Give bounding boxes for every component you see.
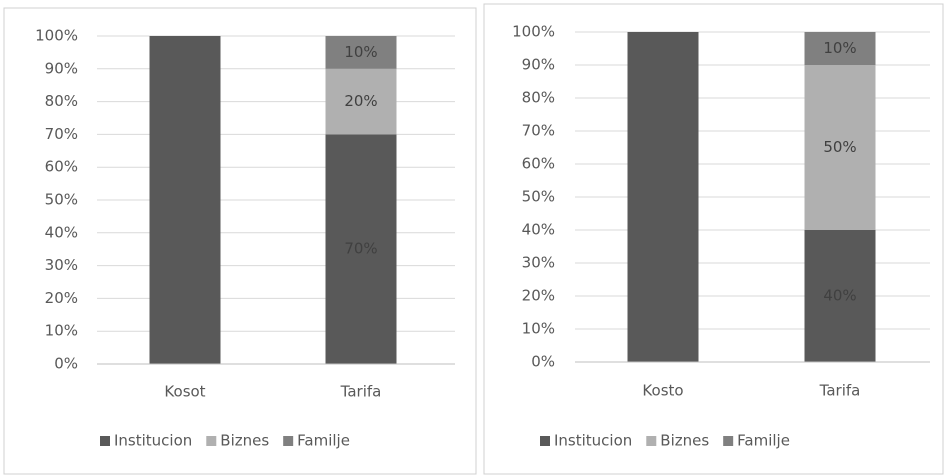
data-label: 50% (823, 138, 856, 156)
data-label: 10% (823, 39, 856, 57)
data-label: 40% (823, 287, 856, 305)
y-tick-label: 30% (45, 256, 78, 274)
legend-label: Biznes (660, 432, 709, 450)
bar-segment (804, 65, 876, 230)
legend-swatch (646, 436, 657, 446)
bar-segment (149, 36, 221, 364)
bar-segment (804, 32, 876, 65)
y-tick-label: 0% (531, 353, 555, 371)
y-tick-label: 20% (522, 287, 555, 305)
x-tick-label: Kosot (164, 383, 205, 401)
legend-label: Familje (737, 432, 790, 450)
y-tick-label: 90% (45, 59, 78, 77)
y-tick-label: 10% (45, 322, 78, 340)
x-tick-label: Tarifa (340, 383, 382, 401)
y-tick-label: 60% (522, 155, 555, 173)
y-tick-label: 100% (35, 27, 78, 45)
legend-swatch (283, 436, 294, 446)
y-tick-label: 20% (45, 289, 78, 307)
bar-segment (325, 68, 397, 135)
legend-label: Familje (297, 432, 350, 450)
y-tick-label: 50% (522, 188, 555, 206)
y-tick-label: 60% (45, 158, 78, 176)
legend-swatch (100, 436, 110, 446)
bar-segment (325, 36, 397, 69)
y-tick-label: 70% (45, 125, 78, 143)
y-tick-label: 10% (522, 320, 555, 338)
data-label: 70% (344, 240, 377, 258)
y-tick-label: 0% (54, 355, 78, 373)
data-label: 20% (344, 92, 377, 110)
legend-swatch (206, 436, 217, 446)
legend-label: Biznes (220, 432, 269, 450)
y-tick-label: 80% (45, 92, 78, 110)
y-tick-label: 70% (522, 122, 555, 140)
legend-swatch (723, 436, 734, 446)
bar-segment (325, 134, 397, 364)
y-tick-label: 40% (522, 221, 555, 239)
x-tick-label: Tarifa (819, 382, 861, 400)
bar-segment (804, 230, 876, 362)
bar-segment (627, 32, 699, 362)
x-tick-label: Kosto (642, 382, 683, 400)
y-tick-label: 80% (522, 89, 555, 107)
y-tick-label: 90% (522, 56, 555, 74)
y-tick-label: 30% (522, 254, 555, 272)
chart-frame (3, 7, 477, 475)
legend-label: Institucion (114, 432, 192, 450)
y-tick-label: 50% (45, 191, 78, 209)
y-tick-label: 40% (45, 223, 78, 241)
legend-swatch (540, 436, 550, 446)
y-tick-label: 100% (512, 23, 555, 41)
data-label: 10% (344, 43, 377, 61)
legend-label: Institucion (554, 432, 632, 450)
